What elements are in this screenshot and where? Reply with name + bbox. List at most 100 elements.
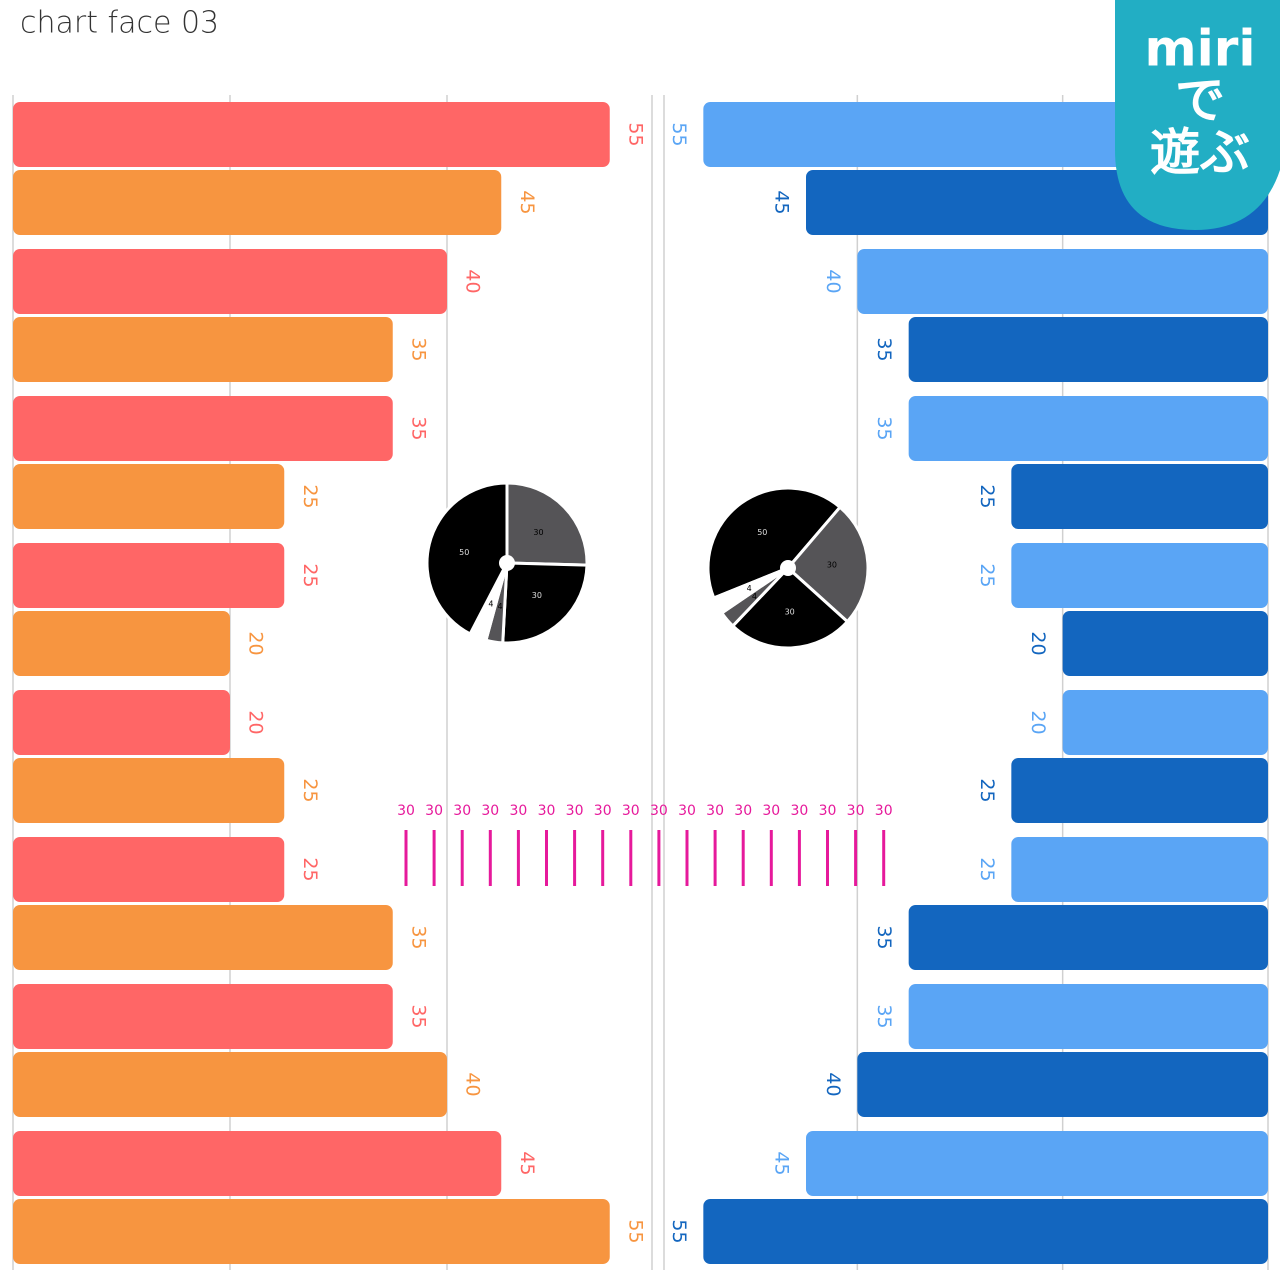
slice-label: 50 [757, 528, 767, 537]
value-label: 30 [622, 803, 640, 819]
value-label: 30 [397, 803, 415, 819]
value-label: 35 [407, 1004, 429, 1028]
value-label: 35 [407, 337, 429, 361]
bar [13, 690, 230, 755]
pie-slice [505, 481, 589, 567]
value-label: 30 [734, 803, 752, 819]
pie-slice [785, 505, 870, 624]
value-label: 40 [822, 1072, 844, 1096]
bar [908, 905, 1268, 970]
slice-label: 30 [533, 528, 543, 537]
bar [1011, 758, 1268, 823]
value-label: 35 [873, 416, 895, 440]
value-label: 25 [299, 778, 321, 802]
value-label: 30 [481, 803, 499, 819]
bar [703, 1199, 1268, 1264]
slice-label: 30 [785, 607, 795, 616]
value-label: 20 [245, 631, 267, 655]
bar [1011, 543, 1268, 608]
value-label: 20 [1027, 631, 1049, 655]
value-label: 35 [873, 925, 895, 949]
value-label: 30 [594, 803, 612, 819]
bar [13, 102, 610, 167]
value-label: 45 [516, 190, 538, 214]
bar [13, 1052, 447, 1117]
value-label: 20 [1027, 710, 1049, 734]
slice-label: 30 [532, 591, 542, 600]
value-label: 25 [976, 484, 998, 508]
bar [1011, 837, 1268, 902]
value-label: 25 [976, 563, 998, 587]
value-label: 30 [847, 803, 865, 819]
value-label: 35 [407, 416, 429, 440]
bar [13, 837, 285, 902]
value-label: 30 [509, 803, 527, 819]
pie-slice [425, 481, 509, 637]
bar [1062, 690, 1268, 755]
bar [1011, 464, 1268, 529]
bar [908, 317, 1268, 382]
value-label: 30 [650, 803, 668, 819]
value-label: 30 [425, 803, 443, 819]
bar [13, 249, 447, 314]
slice-label: 30 [827, 561, 837, 570]
value-label: 20 [245, 710, 267, 734]
value-label: 30 [453, 803, 471, 819]
pie-slice [711, 566, 789, 616]
badge-text: で [1175, 72, 1225, 130]
value-label: 35 [407, 925, 429, 949]
value-label: 30 [538, 803, 556, 819]
bar [13, 905, 393, 970]
value-label: 45 [771, 1151, 793, 1175]
bar [13, 1131, 502, 1196]
value-label: 55 [624, 122, 646, 146]
value-label: 25 [299, 563, 321, 587]
badge-text: miri [1144, 20, 1255, 78]
bar [908, 396, 1268, 461]
value-label: 40 [462, 269, 484, 293]
pie-slice [501, 561, 589, 645]
slice-label: 4 [488, 599, 493, 608]
slice-label: 4 [752, 592, 757, 601]
value-label: 25 [299, 857, 321, 881]
badge [1115, 0, 1280, 230]
bar [13, 1199, 610, 1264]
pie-hole [499, 555, 515, 571]
value-label: 55 [624, 1219, 646, 1243]
value-label: 55 [668, 1219, 690, 1243]
value-label: 30 [790, 803, 808, 819]
slice-label: 4 [497, 602, 502, 611]
bar [13, 611, 230, 676]
bar [13, 464, 285, 529]
value-label: 30 [762, 803, 780, 819]
bar [857, 249, 1268, 314]
slice-label: 4 [747, 584, 752, 593]
pie-hole [780, 560, 796, 576]
value-label: 40 [822, 269, 844, 293]
value-label: 30 [566, 803, 584, 819]
bar [13, 984, 393, 1049]
value-label: 45 [516, 1151, 538, 1175]
value-label: 35 [873, 337, 895, 361]
bar [13, 396, 393, 461]
value-label: 25 [976, 857, 998, 881]
value-label: 55 [668, 122, 690, 146]
value-label: 35 [873, 1004, 895, 1028]
pie-slice [730, 565, 850, 650]
value-label: 30 [706, 803, 724, 819]
bar [806, 1131, 1268, 1196]
value-label: 40 [462, 1072, 484, 1096]
value-label: 45 [771, 190, 793, 214]
bar [13, 758, 285, 823]
value-label: 30 [875, 803, 893, 819]
badge-text: 遊ぶ [1150, 124, 1250, 182]
bar [1062, 611, 1268, 676]
bar [857, 1052, 1268, 1117]
bar [908, 984, 1268, 1049]
value-label: 30 [678, 803, 696, 819]
bar [13, 170, 502, 235]
value-label: 25 [976, 778, 998, 802]
slice-label: 50 [459, 548, 469, 557]
page-title: chart face 03 [20, 6, 219, 41]
